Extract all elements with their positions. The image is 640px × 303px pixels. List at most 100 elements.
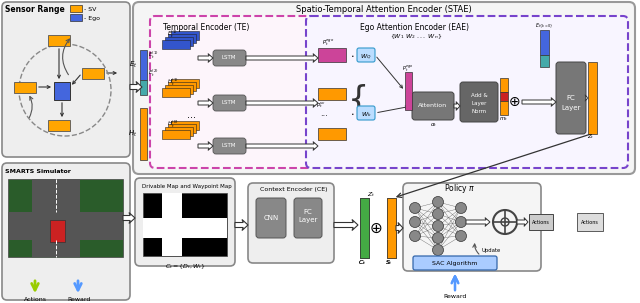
Text: $E_t^{(2)}$: $E_t^{(2)}$	[148, 67, 159, 79]
Circle shape	[456, 231, 467, 241]
Bar	[360, 198, 369, 258]
Bar	[168, 34, 196, 43]
Circle shape	[433, 221, 444, 231]
Text: $\oplus$: $\oplus$	[369, 221, 383, 235]
Text: $S_t$: $S_t$	[385, 258, 393, 267]
Bar	[529, 214, 553, 230]
Text: {: {	[348, 84, 369, 116]
Text: SMARTS Simulator: SMARTS Simulator	[5, 169, 71, 174]
Text: $\alpha_t$: $\alpha_t$	[430, 121, 437, 129]
FancyBboxPatch shape	[460, 82, 498, 122]
Text: - Ego: - Ego	[84, 16, 100, 21]
Text: $p_t^{ego}$: $p_t^{ego}$	[322, 37, 334, 48]
Text: $Z_t$: $Z_t$	[588, 132, 595, 141]
Text: $H_t^{(1)}$: $H_t^{(1)}$	[167, 76, 179, 88]
Bar	[162, 88, 190, 97]
Text: LSTM: LSTM	[222, 55, 236, 60]
FancyBboxPatch shape	[213, 138, 246, 154]
Text: $\cdot$: $\cdot$	[350, 50, 355, 60]
FancyArrow shape	[246, 54, 318, 62]
Bar	[32, 179, 80, 257]
FancyBboxPatch shape	[248, 183, 334, 263]
Text: $Z_t$: $Z_t$	[367, 190, 375, 199]
Bar	[171, 121, 199, 130]
Bar	[54, 82, 70, 100]
Bar	[500, 78, 508, 92]
Bar	[50, 220, 65, 242]
Bar	[8, 212, 123, 240]
Text: $H_t^{(N)}$: $H_t^{(N)}$	[167, 118, 179, 130]
Text: FC: FC	[303, 209, 312, 215]
Bar	[8, 179, 123, 257]
Text: $C_t$: $C_t$	[358, 258, 366, 267]
Text: Actions: Actions	[532, 220, 550, 225]
FancyBboxPatch shape	[213, 95, 246, 111]
Text: Layer: Layer	[471, 101, 486, 106]
Bar	[162, 130, 190, 139]
Text: Update: Update	[482, 248, 501, 253]
FancyArrow shape	[123, 212, 135, 224]
FancyArrow shape	[522, 98, 556, 106]
Bar	[318, 88, 346, 100]
FancyArrow shape	[334, 219, 358, 231]
Text: Spatio-Temporal Attention Encoder (STAE): Spatio-Temporal Attention Encoder (STAE)	[296, 5, 472, 14]
Circle shape	[433, 197, 444, 208]
Text: $W_Q$: $W_Q$	[360, 52, 372, 62]
Circle shape	[433, 232, 444, 244]
Bar	[588, 62, 597, 134]
Bar	[540, 55, 549, 67]
Text: Sensor Range: Sensor Range	[5, 5, 65, 14]
Bar	[82, 68, 104, 79]
Text: Layer: Layer	[298, 217, 317, 223]
Text: $E_{t\{k=0\}}$: $E_{t\{k=0\}}$	[534, 21, 554, 31]
Bar	[168, 82, 196, 91]
Text: $W_k$: $W_k$	[360, 111, 371, 119]
Circle shape	[456, 217, 467, 228]
FancyBboxPatch shape	[150, 16, 312, 168]
Text: $p_t^{ego}$: $p_t^{ego}$	[402, 63, 413, 74]
Text: Temporal Encoder (TE): Temporal Encoder (TE)	[163, 23, 250, 32]
Bar	[405, 72, 412, 110]
FancyArrow shape	[198, 142, 213, 150]
FancyArrow shape	[246, 98, 318, 107]
Text: Drivable Map and Waypoint Map: Drivable Map and Waypoint Map	[142, 184, 232, 189]
Text: $E_t^{(1)}$: $E_t^{(1)}$	[148, 49, 159, 61]
FancyArrowPatch shape	[29, 97, 33, 118]
FancyBboxPatch shape	[357, 106, 375, 120]
FancyBboxPatch shape	[213, 50, 246, 66]
Bar	[577, 213, 603, 231]
Circle shape	[410, 217, 420, 228]
FancyBboxPatch shape	[294, 198, 322, 238]
Text: $E_t^{(1)}$: $E_t^{(1)}$	[167, 28, 178, 40]
FancyArrow shape	[130, 82, 142, 92]
Bar	[387, 198, 396, 258]
Bar	[162, 193, 182, 256]
Text: SAC Algorithm: SAC Algorithm	[432, 261, 477, 266]
Bar	[70, 5, 82, 12]
Text: ...: ...	[320, 109, 328, 118]
Circle shape	[433, 208, 444, 219]
Text: $\oplus$: $\oplus$	[508, 95, 520, 109]
Text: $m_t$: $m_t$	[499, 115, 508, 123]
Bar	[162, 40, 190, 49]
Bar	[540, 30, 549, 55]
Text: Attention: Attention	[419, 103, 447, 108]
FancyBboxPatch shape	[133, 2, 635, 174]
Bar	[165, 37, 193, 46]
Bar	[140, 50, 147, 80]
Bar	[14, 82, 36, 93]
Text: Add &: Add &	[470, 93, 488, 98]
Bar	[48, 35, 70, 46]
FancyBboxPatch shape	[357, 48, 375, 62]
Text: LSTM: LSTM	[222, 100, 236, 105]
Text: $\cdot$: $\cdot$	[350, 108, 355, 118]
Text: FC: FC	[566, 95, 575, 101]
Bar	[500, 101, 508, 115]
FancyArrow shape	[396, 222, 403, 234]
FancyArrow shape	[235, 219, 248, 231]
FancyBboxPatch shape	[556, 62, 586, 134]
Text: $C_t$: $C_t$	[358, 258, 366, 267]
FancyArrowPatch shape	[63, 39, 70, 75]
Text: CNN: CNN	[264, 215, 278, 221]
FancyBboxPatch shape	[2, 2, 130, 157]
